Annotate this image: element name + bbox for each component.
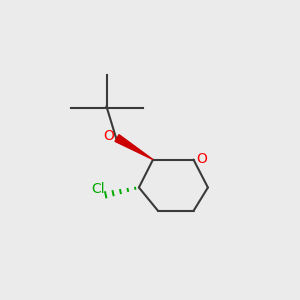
Text: Cl: Cl (92, 182, 105, 196)
Text: O: O (103, 129, 114, 142)
Text: O: O (196, 152, 207, 166)
Polygon shape (115, 135, 153, 160)
